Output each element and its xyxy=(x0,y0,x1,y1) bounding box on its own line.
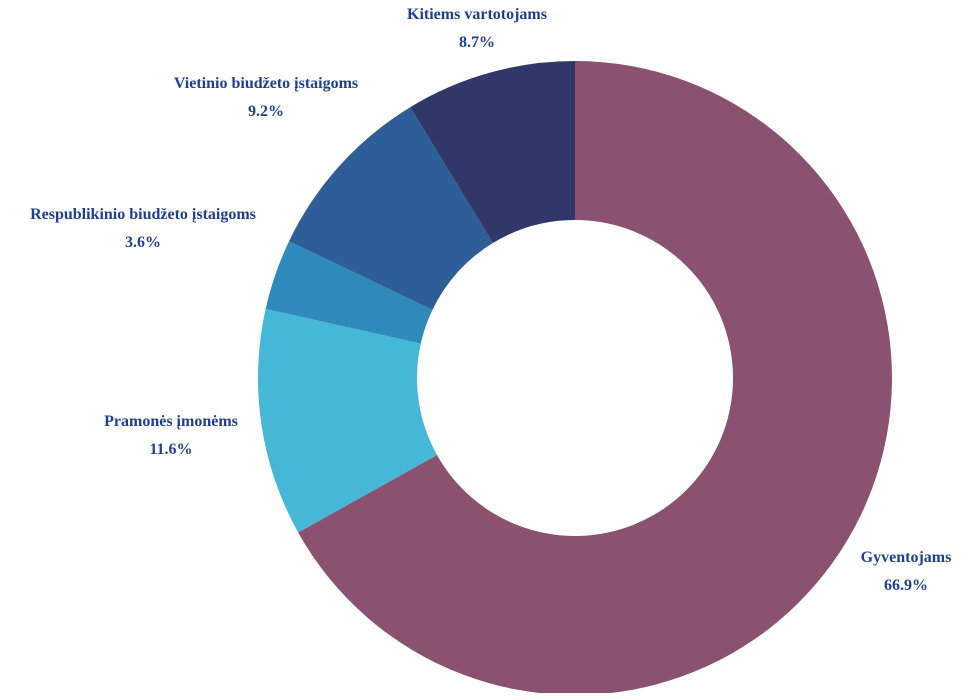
donut-slice-2 xyxy=(258,308,438,533)
donut-slice-1 xyxy=(298,61,893,696)
chart-labels: Gyventojams 66.9% Pramonės įmonėms 11.6% Res… xyxy=(30,6,951,594)
slice-label-name-1: Gyventojams xyxy=(861,549,952,566)
chart-slices xyxy=(258,61,893,696)
slice-label-value-4: 9.2% xyxy=(248,103,284,120)
donut-slice-3 xyxy=(265,241,433,344)
slice-label-name-4: Vietinio biudžeto įstaigoms xyxy=(174,75,358,92)
slice-label-value-2: 11.6% xyxy=(149,441,192,458)
donut-slice-4 xyxy=(289,107,493,310)
donut-slice-5 xyxy=(410,61,575,244)
slice-label-name-5: Kitiems vartotojams xyxy=(407,6,547,23)
slice-label-name-3: Respublikinio biudžeto įstaigoms xyxy=(30,206,256,223)
slice-label-name-2: Pramonės įmonėms xyxy=(104,413,238,430)
slice-label-value-1: 66.9% xyxy=(884,577,928,594)
slice-label-value-3: 3.6% xyxy=(125,234,161,251)
slice-label-value-5: 8.7% xyxy=(459,34,495,51)
